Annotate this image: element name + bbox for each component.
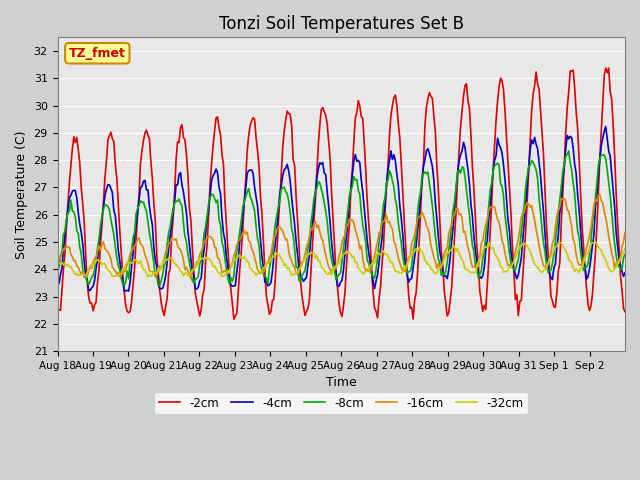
-4cm	[73, 195, 81, 201]
-32cm	[347, 252, 355, 257]
-8cm	[347, 188, 355, 193]
-16cm	[91, 255, 99, 261]
-16cm	[621, 229, 629, 235]
Line: -8cm: -8cm	[58, 151, 625, 286]
-2cm	[460, 93, 467, 99]
Line: -16cm: -16cm	[58, 194, 625, 278]
Line: -32cm: -32cm	[58, 242, 625, 277]
-8cm	[91, 267, 99, 273]
-8cm	[620, 255, 627, 261]
-8cm	[460, 165, 467, 170]
-32cm	[545, 256, 553, 262]
Y-axis label: Soil Temperature (C): Soil Temperature (C)	[15, 130, 28, 259]
-16cm	[596, 192, 604, 197]
-8cm	[156, 283, 164, 288]
-8cm	[73, 228, 81, 234]
-16cm	[347, 218, 355, 224]
-32cm	[73, 271, 81, 276]
-2cm	[91, 302, 99, 308]
Line: -4cm: -4cm	[58, 127, 625, 291]
-2cm	[602, 65, 609, 71]
-4cm	[91, 278, 99, 284]
-32cm	[620, 249, 627, 254]
-16cm	[187, 276, 195, 281]
X-axis label: Time: Time	[326, 376, 356, 389]
-32cm	[485, 239, 493, 245]
Text: TZ_fmet: TZ_fmet	[69, 47, 125, 60]
-16cm	[544, 262, 552, 268]
-2cm	[410, 316, 417, 322]
-32cm	[144, 274, 152, 280]
Legend: -2cm, -4cm, -8cm, -16cm, -32cm: -2cm, -4cm, -8cm, -16cm, -32cm	[154, 392, 528, 414]
-2cm	[73, 134, 81, 140]
-4cm	[54, 282, 61, 288]
-16cm	[73, 263, 81, 269]
-2cm	[54, 307, 61, 313]
-2cm	[621, 309, 629, 314]
-4cm	[347, 186, 355, 192]
-8cm	[54, 270, 61, 276]
-4cm	[602, 124, 609, 130]
-2cm	[620, 306, 627, 312]
-16cm	[460, 229, 467, 235]
-4cm	[620, 274, 627, 279]
Line: -2cm: -2cm	[58, 68, 625, 319]
-4cm	[460, 140, 467, 145]
-8cm	[621, 252, 629, 257]
-2cm	[346, 222, 353, 228]
-32cm	[621, 246, 629, 252]
-4cm	[120, 288, 128, 294]
-8cm	[565, 148, 573, 154]
-32cm	[91, 261, 99, 267]
-8cm	[544, 269, 552, 275]
-32cm	[460, 259, 467, 265]
-4cm	[621, 270, 629, 276]
-32cm	[54, 260, 61, 266]
-4cm	[544, 262, 552, 268]
-16cm	[620, 239, 627, 244]
-2cm	[544, 248, 552, 253]
Title: Tonzi Soil Temperatures Set B: Tonzi Soil Temperatures Set B	[219, 15, 464, 33]
-16cm	[54, 264, 61, 269]
